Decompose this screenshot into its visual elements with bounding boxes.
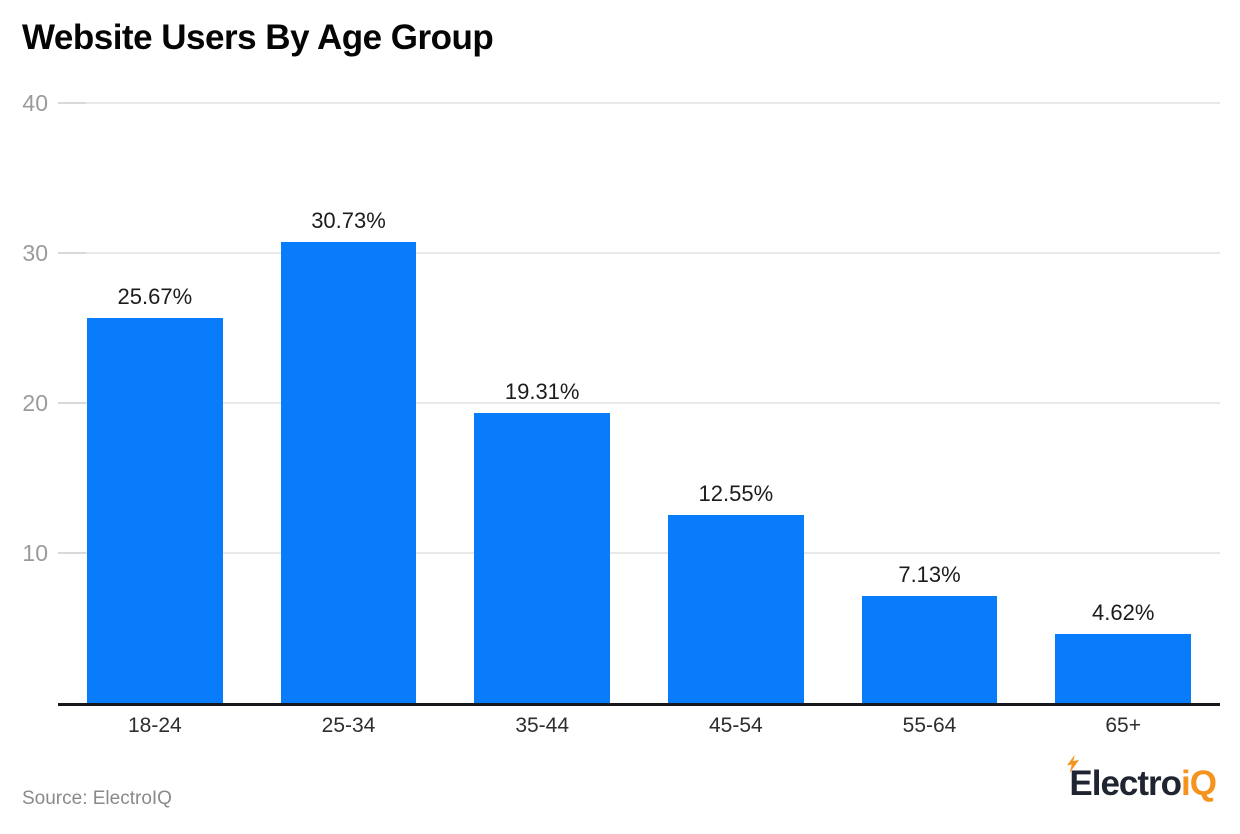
bar-value-label: 19.31% (504, 379, 580, 405)
bar (87, 317, 223, 703)
brand-logo: ElectroiQ (1067, 755, 1217, 804)
tick-mark (58, 552, 86, 554)
tick-mark (58, 252, 86, 254)
plot-area: 25.67% 30.73% 19.31% 12.55% 7.13% 4.62% (58, 102, 1220, 706)
bar-wrap: 19.31% (474, 379, 610, 703)
x-axis-label: 25-34 (321, 714, 376, 737)
y-axis-label: 40 (22, 90, 48, 116)
bar-value-label: 30.73% (311, 208, 386, 234)
bar (1055, 633, 1191, 703)
y-axis-label: 10 (22, 540, 48, 566)
gridline (58, 252, 1220, 254)
bar-wrap: 25.67% (87, 284, 223, 703)
y-axis-label: 20 (22, 390, 48, 416)
brand-logo-text-dark: Electro (1069, 764, 1182, 803)
x-axis-label: 45-54 (708, 714, 763, 737)
gridline (58, 402, 1220, 404)
bar-column-18-24: 25.67% (58, 103, 252, 703)
x-axis-label: 55-64 (902, 714, 957, 737)
bar-column-45-54: 12.55% (639, 103, 833, 703)
gridline (58, 552, 1220, 554)
source-note: Source: ElectroIQ (22, 788, 172, 809)
x-axis-label: 18-24 (127, 714, 182, 737)
x-axis-label: 35-44 (515, 714, 570, 737)
x-axis: 18-24 25-34 35-44 45-54 55-64 65+ (58, 714, 1220, 738)
bars-layer: 25.67% 30.73% 19.31% 12.55% 7.13% 4.62% (58, 103, 1220, 703)
bar (474, 413, 610, 703)
bar-column-25-34: 30.73% (252, 103, 446, 703)
bar-column-55-64: 7.13% (833, 103, 1027, 703)
bar (668, 514, 804, 703)
bar (280, 242, 417, 703)
tick-mark (58, 402, 86, 404)
bar-column-35-44: 19.31% (445, 103, 639, 703)
bar-value-label: 7.13% (898, 562, 961, 588)
bar-value-label: 4.62% (1092, 599, 1155, 625)
bar-wrap: 30.73% (280, 208, 417, 703)
x-axis-label: 65+ (1105, 714, 1141, 737)
bar-column-65+: 4.62% (1026, 103, 1220, 703)
lightning-bolt-icon (1067, 755, 1080, 774)
brand-logo-text-accent: iQ (1181, 764, 1217, 803)
y-axis-label: 30 (22, 240, 48, 266)
bar-wrap: 7.13% (861, 562, 998, 703)
bar-wrap: 4.62% (1055, 600, 1191, 703)
bar-value-label: 25.67% (117, 283, 193, 309)
gridline (58, 102, 1220, 104)
bar (861, 596, 998, 703)
bar-wrap: 12.55% (668, 481, 804, 703)
chart-title: Website Users By Age Group (22, 18, 494, 57)
tick-mark (58, 102, 86, 104)
bar-value-label: 12.55% (698, 480, 774, 506)
